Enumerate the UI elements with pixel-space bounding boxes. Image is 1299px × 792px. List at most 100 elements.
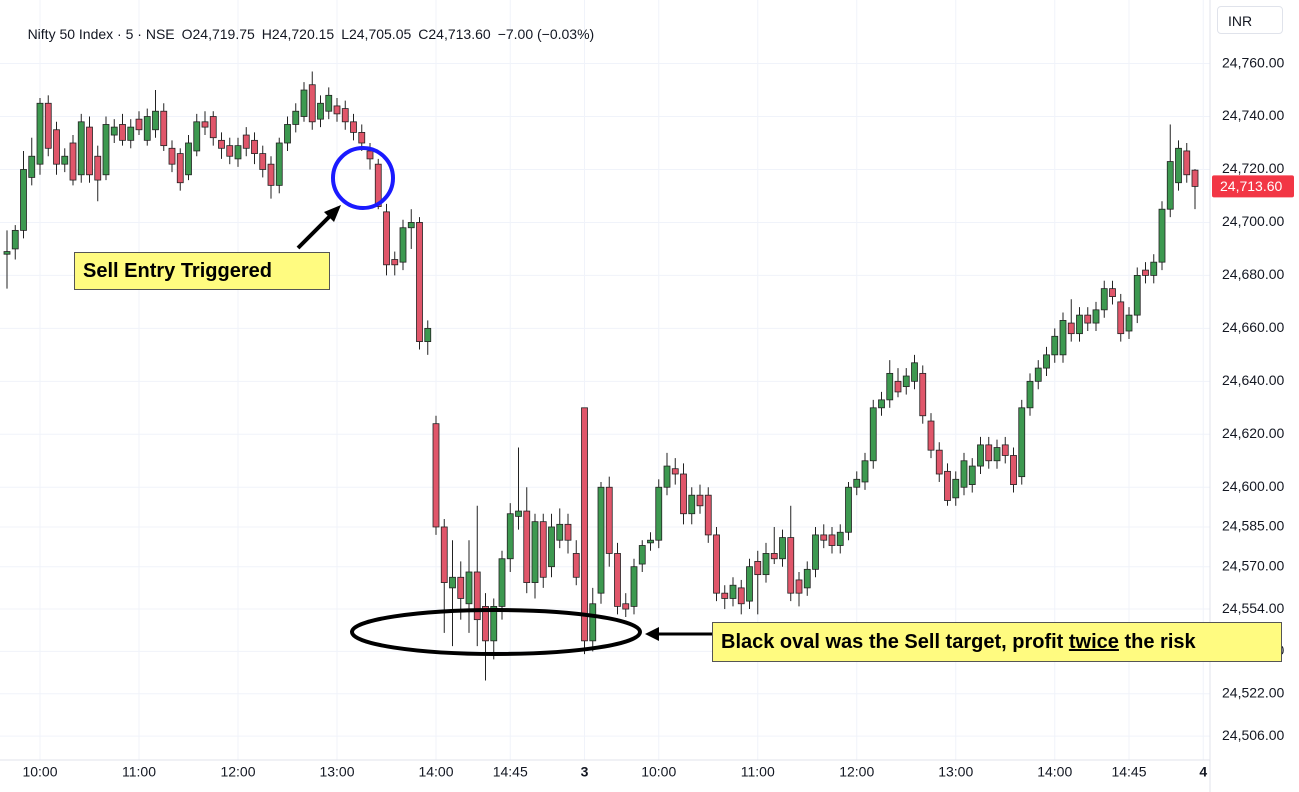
- candle-body: [770, 553, 778, 560]
- y-tick-label: 24,680.00: [1222, 266, 1284, 282]
- candle-body: [836, 531, 844, 546]
- candle-body: [952, 478, 960, 499]
- candle-body: [407, 222, 415, 229]
- candle-body: [366, 150, 374, 160]
- y-tick-label: 24,522.00: [1222, 685, 1284, 701]
- candle-body: [143, 116, 151, 141]
- x-tick-label: 14:45: [1111, 764, 1146, 780]
- candle-body: [944, 470, 951, 501]
- candle-body: [226, 145, 234, 157]
- y-tick-label: 24,600.00: [1222, 478, 1284, 494]
- candle-body: [1001, 444, 1009, 456]
- x-tick-label: 13:00: [319, 764, 354, 780]
- candle-body: [614, 553, 621, 607]
- candle-body: [795, 579, 803, 594]
- candle-body: [416, 222, 423, 343]
- candle-body: [209, 116, 217, 139]
- candle-body: [1175, 147, 1182, 184]
- candle-body: [86, 126, 93, 176]
- candle-body: [1117, 301, 1125, 335]
- x-tick-label: 4: [1199, 764, 1207, 780]
- annotation-text: Black oval was the Sell target, profit: [721, 631, 1069, 653]
- candle-body: [919, 372, 927, 417]
- high-value: H24,720.15: [261, 26, 335, 42]
- candle-body: [1018, 407, 1026, 478]
- candle-body: [515, 510, 522, 517]
- annotation-emphasis: twice: [1068, 631, 1119, 653]
- x-tick-label: 12:00: [220, 764, 255, 780]
- candle-body: [160, 110, 168, 147]
- candle-body: [275, 142, 283, 186]
- candle-body: [886, 372, 894, 401]
- candle-body: [383, 211, 390, 266]
- candle-body: [638, 545, 646, 565]
- candle-body: [704, 494, 712, 536]
- target-arrowhead: [645, 627, 659, 641]
- candle-body: [77, 121, 85, 176]
- candle-body: [1043, 354, 1050, 369]
- candle-body: [465, 571, 473, 605]
- candle-body: [993, 447, 1001, 462]
- y-tick-label: 24,720.00: [1222, 160, 1284, 176]
- low-value: L24,705.05: [341, 26, 412, 42]
- legend-header: Nifty 50 Index · 5 · NSE O24,719.75 H24,72…: [12, 10, 601, 58]
- candle-body: [647, 539, 654, 544]
- candle-body: [358, 132, 366, 144]
- last-price-tag: [1212, 175, 1294, 198]
- candle-body: [622, 603, 630, 610]
- candle-body: [300, 89, 308, 117]
- y-tick-label: 24,740.00: [1222, 107, 1284, 123]
- candle-body: [36, 102, 44, 165]
- currency-button[interactable]: INR: [1217, 6, 1283, 34]
- candle-body: [449, 576, 456, 589]
- candle-body: [242, 134, 250, 149]
- candle-body: [53, 129, 60, 165]
- candle-body: [168, 147, 176, 165]
- candle-body: [1059, 320, 1067, 356]
- candle-body: [1100, 288, 1108, 311]
- candle-body: [44, 102, 52, 149]
- x-tick-label: 3: [581, 764, 589, 780]
- y-tick-label: 24,660.00: [1222, 319, 1284, 335]
- candle-body: [399, 227, 407, 263]
- candle-body: [94, 155, 102, 181]
- candle-body: [589, 603, 597, 642]
- candle-body: [894, 380, 902, 393]
- entry-arrow: [296, 210, 336, 250]
- candle-body: [663, 465, 671, 488]
- candle-body: [935, 449, 943, 475]
- change-value: −7.00 (−0.03%): [497, 26, 595, 42]
- candle-body: [688, 494, 696, 515]
- candle-body: [581, 407, 588, 642]
- candle-body: [110, 126, 118, 136]
- x-tick-label: 14:45: [493, 764, 528, 780]
- candle-body: [985, 444, 993, 462]
- candle-body: [506, 513, 514, 560]
- candle-body: [292, 110, 300, 125]
- candle-body: [185, 142, 192, 176]
- x-tick-label: 11:00: [122, 764, 156, 780]
- candle-body: [61, 155, 69, 165]
- candle-body: [1142, 269, 1149, 276]
- candle-body: [267, 163, 275, 186]
- candle-body: [713, 534, 720, 594]
- candle-body: [968, 465, 976, 485]
- candle-body: [1133, 275, 1141, 316]
- candle-body: [218, 139, 225, 149]
- candle-body: [284, 124, 291, 144]
- candle-body: [127, 126, 135, 141]
- entry-arrowhead: [324, 205, 341, 222]
- candle-body: [1158, 208, 1166, 263]
- y-tick-label: 24,760.00: [1222, 54, 1284, 70]
- candle-body: [820, 534, 828, 541]
- x-tick-label: 10:00: [22, 764, 57, 780]
- candle-body: [812, 534, 819, 570]
- candle-body: [564, 523, 572, 541]
- candle-body: [762, 553, 770, 576]
- x-tick-label: 10:00: [641, 764, 676, 780]
- candle-body: [630, 566, 638, 607]
- last-price-label: 24,713.60: [1220, 178, 1282, 194]
- candle-body: [1076, 314, 1083, 335]
- candle-body: [1067, 322, 1075, 335]
- candle-body: [828, 534, 836, 546]
